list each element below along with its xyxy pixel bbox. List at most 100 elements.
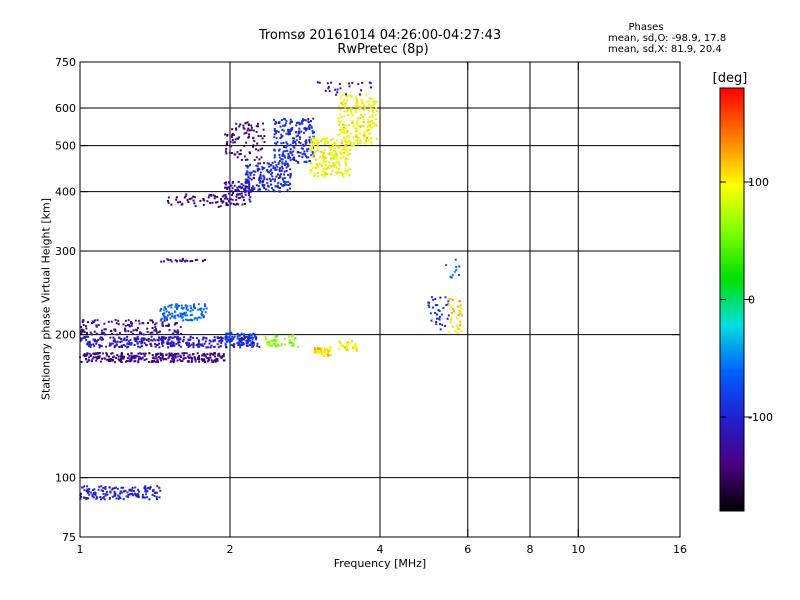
data-point	[341, 139, 344, 142]
data-point	[189, 336, 192, 339]
data-point	[334, 88, 337, 91]
data-point	[311, 150, 314, 153]
data-point	[341, 128, 343, 131]
data-point	[83, 336, 86, 339]
data-point	[141, 496, 144, 499]
data-point	[176, 336, 178, 339]
data-point	[303, 127, 306, 130]
data-point	[339, 129, 342, 131]
data-point	[359, 139, 362, 142]
data-point	[282, 150, 285, 153]
data-point	[374, 118, 377, 120]
data-point	[339, 145, 342, 148]
data-point	[337, 105, 340, 108]
data-point	[80, 328, 83, 331]
data-point	[340, 142, 343, 144]
data-point	[441, 323, 444, 326]
data-point	[179, 325, 182, 328]
data-point	[291, 334, 294, 337]
data-point	[337, 124, 340, 127]
data-point	[122, 486, 125, 489]
data-point	[244, 173, 247, 176]
data-point	[166, 258, 169, 261]
y-axis-label: Stationary phase Virtual Height [km]	[39, 197, 53, 401]
data-point	[122, 355, 125, 358]
data-point	[346, 168, 349, 171]
data-point	[298, 138, 301, 141]
data-point	[169, 342, 172, 345]
data-point	[321, 154, 324, 157]
data-point	[86, 332, 88, 334]
data-point	[362, 121, 365, 124]
data-point	[151, 331, 154, 334]
data-point	[102, 496, 105, 499]
data-point	[305, 139, 308, 142]
data-point	[263, 176, 266, 179]
data-point	[282, 184, 285, 186]
data-point	[456, 331, 459, 334]
data-point	[320, 173, 323, 176]
data-point	[178, 358, 181, 361]
data-point	[257, 185, 260, 188]
data-point	[183, 352, 186, 354]
data-point	[250, 178, 253, 181]
data-point	[372, 110, 374, 112]
data-point	[181, 307, 184, 310]
data-point	[315, 351, 318, 354]
data-point	[167, 336, 170, 339]
data-point	[297, 161, 300, 164]
data-point	[244, 180, 247, 183]
data-point	[140, 340, 143, 343]
data-point	[275, 142, 278, 145]
data-point	[144, 496, 147, 499]
data-point	[329, 354, 332, 357]
data-point	[129, 358, 132, 361]
data-point	[439, 296, 442, 299]
data-point	[102, 332, 105, 335]
data-point	[240, 341, 243, 344]
data-point	[345, 95, 348, 98]
data-point	[323, 149, 326, 151]
data-point	[182, 313, 185, 316]
data-point	[243, 155, 246, 158]
x-tick-label-3: 6	[464, 543, 471, 556]
y-tick-label-1: 100	[55, 472, 76, 485]
data-point	[287, 152, 290, 155]
point-cluster-16	[337, 93, 378, 147]
data-point	[226, 133, 229, 136]
data-point	[246, 190, 248, 193]
data-point	[314, 349, 317, 352]
data-point	[284, 124, 287, 127]
data-point	[273, 148, 276, 151]
data-point	[282, 180, 285, 183]
data-point	[338, 168, 340, 171]
data-point	[315, 165, 318, 168]
data-point	[115, 497, 118, 500]
data-point	[453, 310, 455, 313]
data-point	[235, 127, 237, 130]
data-point	[238, 136, 241, 139]
data-point	[267, 189, 270, 192]
data-point	[249, 190, 252, 193]
data-point	[98, 355, 101, 358]
data-point	[242, 337, 245, 340]
data-point	[138, 322, 141, 325]
data-point	[250, 126, 253, 129]
data-point	[105, 354, 108, 357]
data-point	[248, 135, 251, 138]
data-point	[170, 352, 173, 355]
data-point	[225, 196, 228, 199]
data-point	[159, 357, 162, 359]
data-point	[304, 155, 307, 158]
data-point	[375, 113, 378, 116]
data-point	[278, 156, 281, 159]
data-point	[304, 153, 307, 156]
data-point	[239, 153, 242, 155]
data-point	[188, 342, 191, 345]
data-point	[268, 162, 270, 165]
data-point	[289, 173, 292, 176]
data-point	[344, 346, 346, 349]
data-point	[240, 192, 243, 195]
data-point	[139, 331, 141, 334]
data-point	[256, 342, 259, 345]
